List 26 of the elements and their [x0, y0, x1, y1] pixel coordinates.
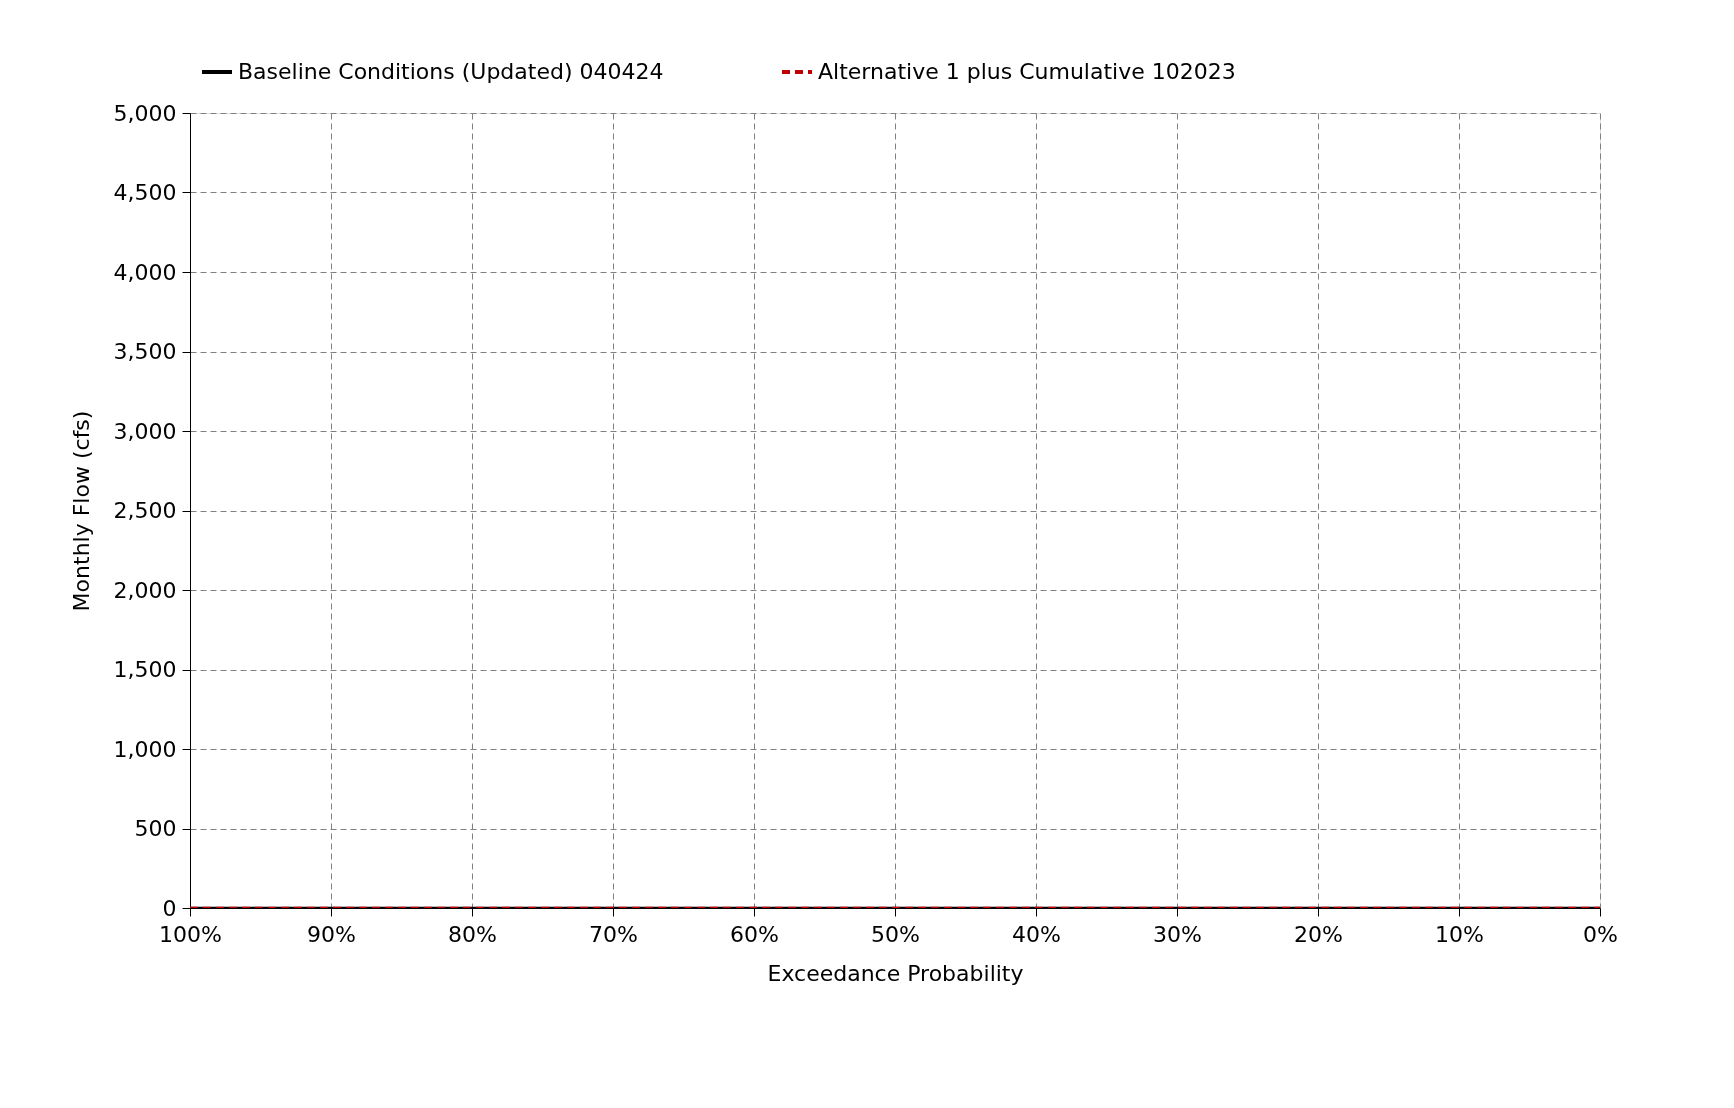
x-tick-label: 90%	[307, 921, 356, 947]
y-tick-label: 500	[134, 816, 177, 841]
y-tick-label: 3,000	[113, 418, 177, 444]
y-tick-label: 2,000	[113, 577, 177, 603]
y-axis-title: Monthly Flow (cfs)	[68, 410, 94, 612]
x-tick-label: 30%	[1153, 921, 1202, 947]
x-axis-title: Exceedance Probability	[767, 960, 1024, 986]
y-tick-label: 3,500	[113, 339, 177, 364]
y-tick-label: 5,000	[113, 100, 177, 126]
x-tick-label: 50%	[871, 921, 920, 947]
x-tick-label: 80%	[448, 921, 497, 947]
y-tick-label: 4,000	[113, 259, 177, 285]
y-tick-label: 1,000	[113, 736, 177, 762]
y-tick-label: 0	[162, 895, 177, 921]
legend-label: Alternative 1 plus Cumulative 102023	[818, 59, 1236, 84]
x-tick-label: 60%	[730, 921, 779, 947]
x-tick-label: 100%	[159, 921, 222, 947]
y-tick-label: 1,500	[113, 657, 177, 682]
x-tick-label: 10%	[1435, 921, 1484, 947]
x-tick-label: 20%	[1294, 921, 1343, 947]
x-tick-label: 40%	[1012, 921, 1061, 947]
legend-label: Baseline Conditions (Updated) 040424	[238, 59, 664, 84]
y-tick-label: 2,500	[113, 498, 177, 523]
y-tick-label: 4,500	[113, 180, 177, 205]
x-tick-label: 70%	[589, 921, 638, 947]
x-tick-label: 0%	[1583, 921, 1618, 947]
